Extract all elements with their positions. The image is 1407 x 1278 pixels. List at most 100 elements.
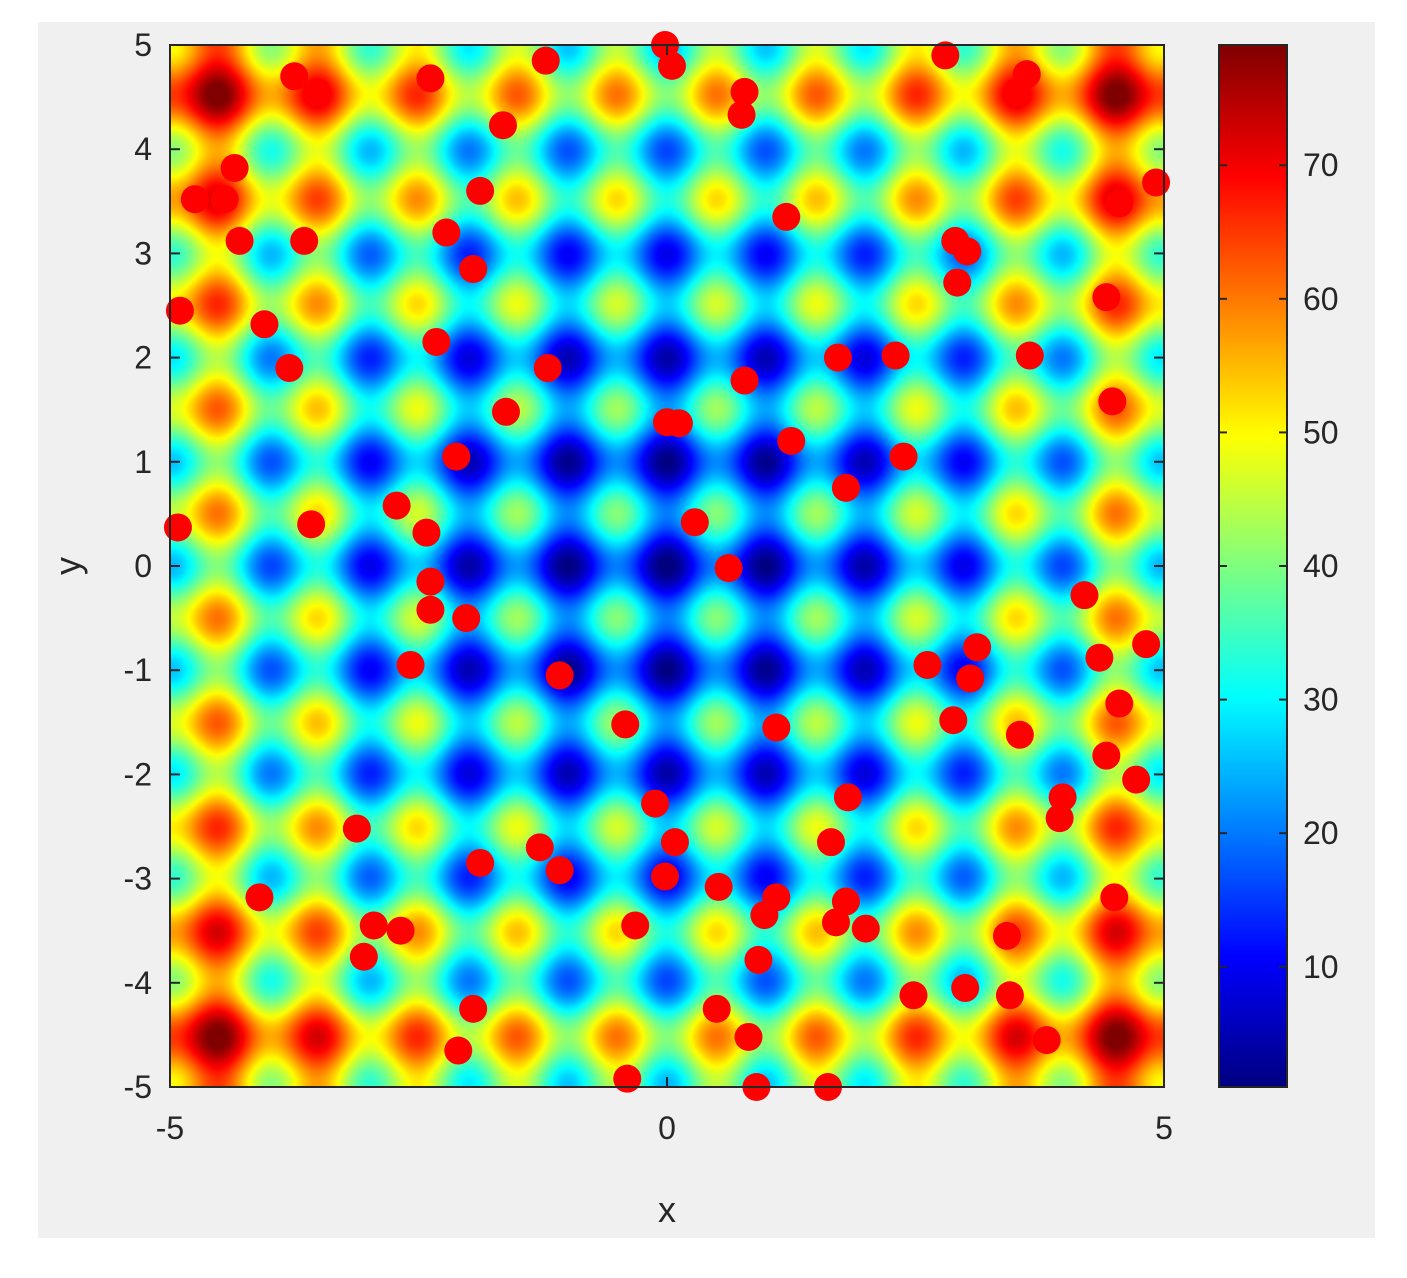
y-tick-label: 2 — [134, 340, 152, 376]
scatter-point — [275, 354, 304, 383]
scatter-point — [953, 237, 982, 266]
y-axis-label: y — [47, 557, 88, 575]
scatter-points — [163, 31, 1171, 1101]
scatter-point — [956, 664, 985, 693]
scatter-point — [280, 62, 309, 91]
y-tick-label: -3 — [124, 861, 152, 897]
scatter-point — [545, 661, 574, 690]
scatter-point — [730, 77, 759, 106]
colorbar-tick-label: 20 — [1303, 815, 1339, 851]
y-tick-label: 3 — [134, 235, 152, 271]
y-tick-label: -2 — [124, 756, 152, 792]
scatter-point — [939, 706, 968, 735]
scatter-point — [851, 914, 880, 943]
x-tick-label: 5 — [1155, 1110, 1173, 1146]
scatter-point — [744, 945, 773, 974]
scatter-point — [459, 255, 488, 284]
scatter-point — [1100, 883, 1129, 912]
scatter-point — [831, 473, 860, 502]
scatter-point — [452, 604, 481, 633]
scatter-point — [1015, 341, 1044, 370]
scatter-point — [491, 397, 520, 426]
y-tick-label: 1 — [134, 444, 152, 480]
scatter-point — [1005, 720, 1034, 749]
scatter-point — [651, 862, 680, 891]
scatter-point — [951, 974, 980, 1003]
scatter-point — [303, 77, 332, 106]
scatter-point — [704, 872, 733, 901]
scatter-point — [525, 833, 554, 862]
scatter-point — [442, 442, 471, 471]
scatter-point — [416, 64, 445, 93]
scatter-point — [1122, 765, 1151, 794]
scatter-point — [664, 409, 693, 438]
scatter-point — [165, 296, 194, 325]
scatter-point — [459, 994, 488, 1023]
scatter-point — [1048, 783, 1077, 812]
scatter-point — [416, 567, 445, 596]
axes-ticks: -5 0 5 5 4 3 2 1 0 -1 -2 -3 -4 -5 — [124, 27, 1173, 1146]
heatmap-surface — [170, 45, 1164, 1087]
colorbar-gradient — [1219, 45, 1287, 1087]
scatter-point — [943, 268, 972, 297]
scatter-point — [432, 218, 461, 247]
scatter-point — [772, 202, 801, 231]
scatter-point — [833, 783, 862, 812]
scatter-point — [1002, 77, 1031, 106]
scatter-point — [1085, 643, 1114, 672]
y-tick-label: -4 — [124, 965, 152, 1001]
scatter-point — [1092, 283, 1121, 312]
scatter-point — [1132, 630, 1161, 659]
scatter-point — [657, 51, 686, 80]
scatter-point — [466, 848, 495, 877]
x-tick-label: -5 — [156, 1110, 184, 1146]
scatter-point — [613, 1064, 642, 1093]
scatter-point — [899, 981, 928, 1010]
scatter-point — [342, 814, 371, 843]
scatter-point — [1098, 387, 1127, 416]
y-tick-label: 5 — [134, 27, 152, 63]
scatter-point — [963, 633, 992, 662]
scatter-point — [396, 650, 425, 679]
scatter-point — [931, 41, 960, 70]
scatter-point — [422, 327, 451, 356]
scatter-point — [488, 111, 517, 140]
scatter-point — [416, 595, 445, 624]
scatter-point — [545, 856, 574, 885]
scatter-point — [1105, 189, 1134, 218]
scatter-point — [680, 508, 709, 537]
scatter-point — [466, 176, 495, 205]
scatter-point — [660, 828, 689, 857]
scatter-point — [823, 343, 852, 372]
y-tick-label: 0 — [134, 548, 152, 584]
scatter-point — [180, 185, 209, 214]
y-tick-label: 4 — [134, 131, 152, 167]
scatter-point — [382, 491, 411, 520]
scatter-point — [881, 341, 910, 370]
scatter-point — [412, 518, 441, 547]
scatter-point — [349, 942, 378, 971]
scatter-point — [995, 981, 1024, 1010]
scatter-point — [386, 916, 415, 945]
x-axis-label: x — [658, 1189, 676, 1230]
scatter-point — [245, 883, 274, 912]
scatter-point — [992, 921, 1021, 950]
scatter-point — [821, 908, 850, 937]
scatter-point — [210, 185, 239, 214]
scatter-point — [777, 426, 806, 455]
scatter-point — [1032, 1026, 1061, 1055]
scatter-point — [611, 710, 640, 739]
colorbar-tick-label: 60 — [1303, 281, 1339, 317]
colorbar-tick-label: 70 — [1303, 147, 1339, 183]
scatter-point — [913, 650, 942, 679]
scatter-point — [1092, 741, 1121, 770]
scatter-point — [359, 911, 388, 940]
scatter-point — [163, 513, 192, 542]
scatter-point — [621, 911, 650, 940]
scatter-point — [531, 46, 560, 75]
scatter-point — [533, 354, 562, 383]
x-tick-label: 0 — [658, 1110, 676, 1146]
colorbar-tick-label: 30 — [1303, 682, 1339, 718]
scatter-point — [831, 887, 860, 916]
